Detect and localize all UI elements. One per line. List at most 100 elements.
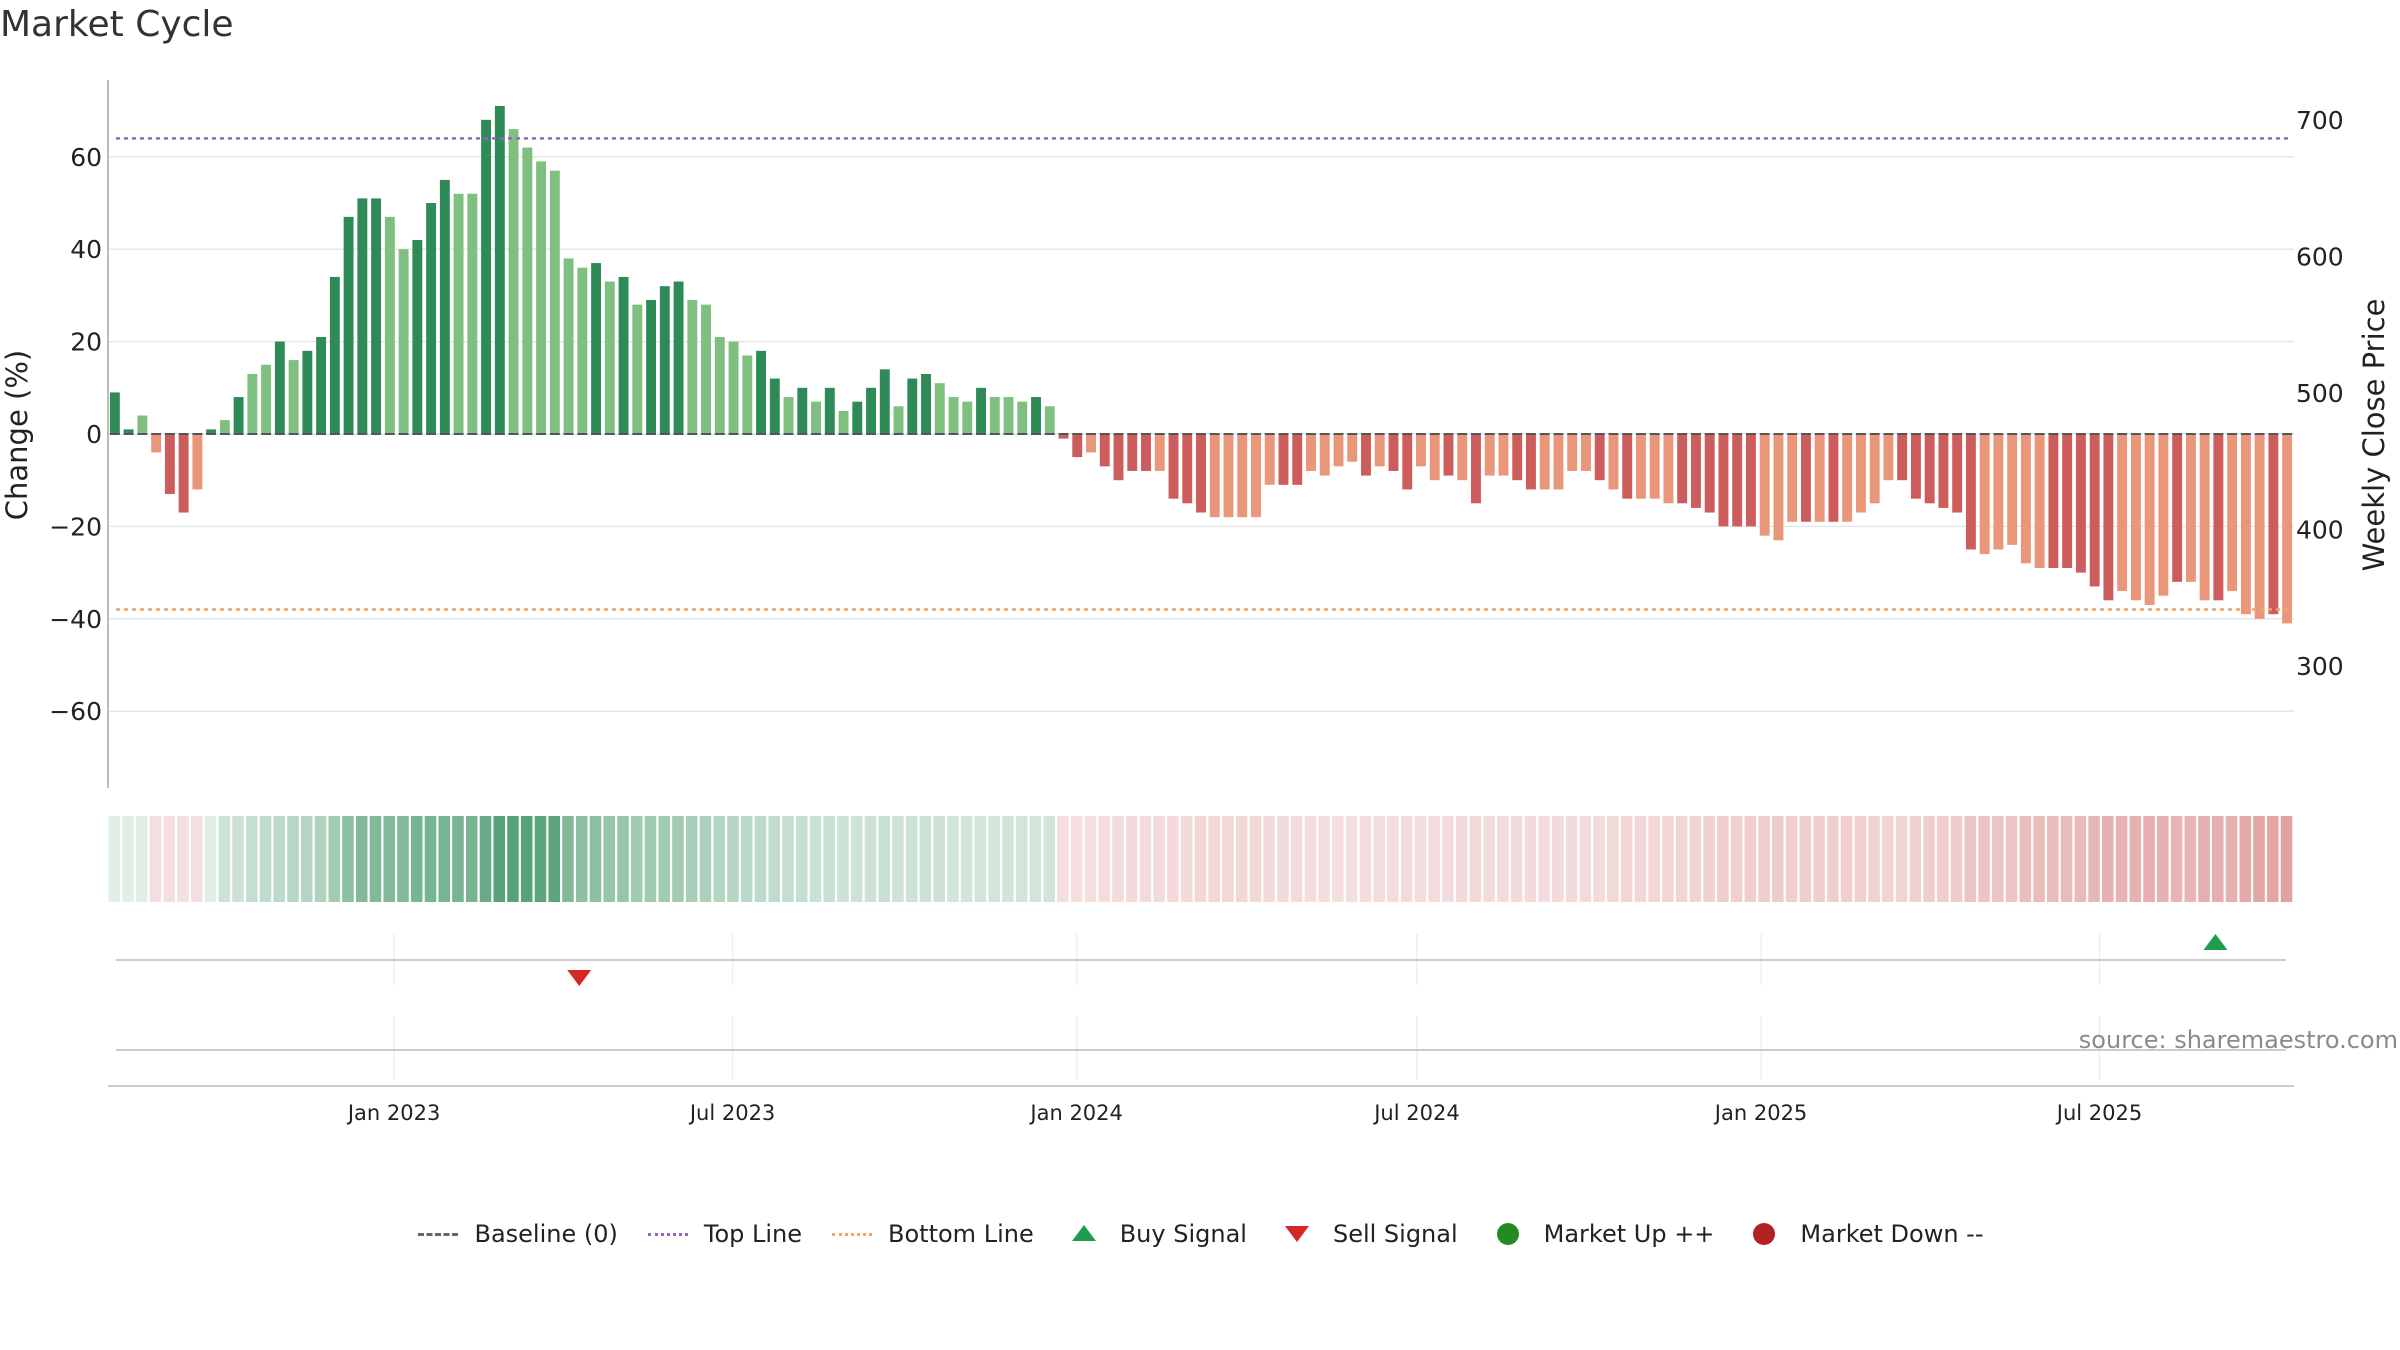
heat-cell bbox=[218, 816, 231, 902]
heat-cell bbox=[2047, 816, 2059, 902]
heat-cell bbox=[108, 816, 121, 902]
change-bar bbox=[1484, 434, 1495, 476]
change-bar bbox=[591, 263, 602, 434]
heat-cell bbox=[1455, 816, 1468, 902]
heat-cell bbox=[699, 816, 712, 902]
change-bar bbox=[2213, 434, 2224, 601]
legend-item: Sell Signal bbox=[1275, 1220, 1458, 1248]
change-bar bbox=[1471, 434, 1481, 504]
reference-lines bbox=[109, 137, 2293, 611]
heat-cell bbox=[2143, 816, 2155, 902]
change-bar bbox=[934, 383, 945, 434]
change-bar bbox=[1732, 434, 1743, 527]
heat-cell bbox=[1125, 816, 1138, 902]
change-bar bbox=[1567, 434, 1578, 471]
sell-signal-marker bbox=[567, 970, 592, 986]
change-bar bbox=[2075, 434, 2086, 573]
change-bar bbox=[1416, 434, 1426, 467]
change-bar bbox=[1443, 434, 1454, 476]
change-bar bbox=[1347, 434, 1358, 462]
change-bar bbox=[646, 300, 657, 434]
heat-cell bbox=[520, 816, 533, 902]
heat-cell bbox=[713, 816, 725, 902]
change-bar bbox=[481, 119, 492, 434]
heat-cell bbox=[658, 816, 670, 902]
y-axis-title: Change (%) bbox=[0, 350, 34, 520]
heat-cell bbox=[1552, 816, 1564, 902]
y2-tick-label: 700 bbox=[2296, 106, 2344, 135]
heat-cell bbox=[1992, 816, 2004, 902]
heat-cell bbox=[575, 816, 588, 902]
change-bar bbox=[1965, 434, 1976, 550]
legend-label: Top Line bbox=[703, 1220, 803, 1248]
change-bar bbox=[2185, 434, 2196, 582]
change-bar bbox=[563, 258, 574, 434]
heat-cell bbox=[1634, 816, 1647, 902]
change-bar bbox=[494, 105, 505, 434]
change-bar bbox=[1842, 434, 1853, 522]
heat-cell bbox=[493, 816, 506, 902]
change-bar bbox=[797, 387, 808, 434]
change-bar bbox=[2103, 434, 2114, 601]
change-bar bbox=[1910, 434, 1921, 499]
heat-cell bbox=[1840, 816, 1853, 902]
heat-cell bbox=[823, 816, 835, 902]
heat-cell bbox=[1620, 816, 1633, 902]
heat-cell bbox=[672, 816, 684, 902]
y2-tick-label: 300 bbox=[2296, 652, 2344, 681]
heat-cell bbox=[507, 816, 519, 902]
heat-cell bbox=[1112, 816, 1124, 902]
heat-cell bbox=[534, 816, 547, 902]
heat-cell bbox=[1607, 816, 1619, 902]
heat-cell bbox=[562, 816, 574, 902]
change-bar bbox=[742, 355, 753, 434]
change-bar bbox=[1663, 434, 1674, 504]
change-bar bbox=[1924, 434, 1935, 504]
heat-cell bbox=[2088, 816, 2100, 902]
heat-cell bbox=[1414, 816, 1427, 902]
heat-cell bbox=[1689, 816, 1702, 902]
heat-cell bbox=[1098, 816, 1110, 902]
y2-tick-label: 400 bbox=[2296, 516, 2344, 545]
heat-cell bbox=[410, 816, 423, 902]
heat-cell bbox=[782, 816, 794, 902]
x-tick-label: Jul 2025 bbox=[2055, 1101, 2142, 1125]
heat-cell bbox=[1799, 816, 1812, 902]
heat-cell bbox=[1084, 816, 1097, 902]
change-bar bbox=[1154, 434, 1165, 471]
change-bar bbox=[522, 147, 533, 434]
heat-cell bbox=[1139, 816, 1152, 902]
heat-cell bbox=[1937, 816, 1949, 902]
change-bar bbox=[274, 341, 285, 434]
heat-cell bbox=[795, 816, 808, 902]
change-bar bbox=[1677, 434, 1688, 504]
heat-strip bbox=[108, 816, 2293, 902]
heat-cell bbox=[177, 816, 189, 902]
change-bar bbox=[1333, 434, 1344, 467]
heat-cell bbox=[919, 816, 932, 902]
heat-cell bbox=[149, 816, 162, 902]
circle-icon bbox=[1486, 1222, 1530, 1246]
change-bar bbox=[1031, 397, 1041, 434]
heat-cell bbox=[1469, 816, 1482, 902]
dash-icon bbox=[416, 1222, 460, 1246]
heat-cell bbox=[1483, 816, 1495, 902]
heat-cell bbox=[1015, 816, 1028, 902]
change-bar bbox=[2158, 434, 2169, 596]
change-bar bbox=[824, 387, 835, 434]
heat-cell bbox=[1964, 816, 1977, 902]
change-bar bbox=[343, 216, 354, 434]
heat-cell bbox=[589, 816, 602, 902]
change-bar bbox=[1264, 434, 1275, 485]
heat-cell bbox=[617, 816, 629, 902]
heat-cell bbox=[2184, 816, 2197, 902]
change-bar bbox=[728, 341, 739, 434]
change-bar bbox=[1498, 434, 1509, 476]
circle-icon bbox=[1742, 1222, 1786, 1246]
heat-cell bbox=[837, 816, 849, 902]
change-bar bbox=[1278, 434, 1289, 485]
change-bar bbox=[1718, 434, 1729, 527]
change-bar bbox=[508, 129, 519, 434]
change-bar bbox=[1993, 434, 2004, 550]
change-bar bbox=[2048, 434, 2059, 568]
